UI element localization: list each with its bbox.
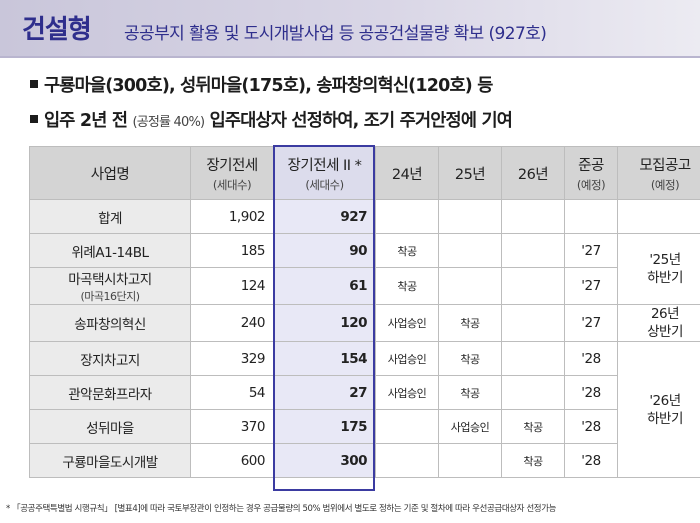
- header-completion: 준공 (예정): [564, 146, 618, 200]
- header-banner: 건설형 공공부지 활용 및 도시개발사업 등 공공건설물량 확보 (927호): [0, 0, 700, 58]
- square-bullet-icon: [30, 115, 38, 123]
- row-y25: 착공: [438, 375, 502, 410]
- table-row: 성뒤마을 370 175 사업승인 착공 '28: [29, 409, 700, 444]
- row-y24: 착공: [375, 233, 439, 268]
- row-y26: [501, 233, 565, 268]
- row-lease-b: 927: [273, 199, 376, 234]
- row-completion: '27: [564, 233, 618, 268]
- bullet-2-text-before: 입주 2년 전: [44, 111, 128, 131]
- row-completion: '27: [564, 267, 618, 305]
- recruit-group-1: '25년 하반기: [617, 233, 700, 305]
- row-y24: 사업승인: [375, 375, 439, 410]
- table-row: 마곡택시차고지 (마곡16단지) 124 61 착공 '27: [29, 267, 700, 305]
- row-y26: 착공: [501, 409, 565, 444]
- row-recruitment-empty: [617, 199, 700, 234]
- row-completion: '27: [564, 304, 618, 342]
- row-y26: [501, 199, 565, 234]
- row-lease-b: 175: [273, 409, 376, 444]
- row-y24: [375, 199, 439, 234]
- row-y26: [501, 304, 565, 342]
- square-bullet-icon: [30, 80, 38, 88]
- row-name: 성뒤마을: [29, 409, 191, 444]
- table-header-row: 사업명 장기전세 (세대수) 장기전세 II * (세대수) 24년 25년 26년…: [29, 146, 700, 200]
- row-y25: 착공: [438, 341, 502, 376]
- table-row: 관악문화프라자 54 27 사업승인 착공 '28: [29, 375, 700, 410]
- row-completion: [564, 199, 618, 234]
- row-y26: 착공: [501, 443, 565, 478]
- header-long-term-lease-2: 장기전세 II * (세대수): [273, 146, 376, 200]
- row-lease-a: 1,902: [190, 199, 274, 234]
- table-row: 송파창의혁신 240 120 사업승인 착공 '27 26년 상반기: [29, 304, 700, 342]
- bullet-2: 입주 2년 전 (공정률 40%) 입주대상자 선정하여, 조기 주거안정에 기…: [30, 107, 513, 132]
- header-year-26: 26년: [501, 146, 565, 200]
- row-completion: '28: [564, 443, 618, 478]
- row-y24: [375, 409, 439, 444]
- row-name: 관악문화프라자: [29, 375, 191, 410]
- bullet-1: 구룡마을(300호), 성뒤마을(175호), 송파창의혁신(120호) 등: [30, 72, 493, 97]
- row-y25: 사업승인: [438, 409, 502, 444]
- bullet-1-text: 구룡마을(300호), 성뒤마을(175호), 송파창의혁신(120호) 등: [44, 76, 493, 96]
- row-name: 위례A1-14BL: [29, 233, 191, 268]
- row-lease-b: 120: [273, 304, 376, 342]
- row-name: 구룡마을도시개발: [29, 443, 191, 478]
- row-y24: 사업승인: [375, 341, 439, 376]
- row-y25: [438, 233, 502, 268]
- row-completion: '28: [564, 341, 618, 376]
- header-project-name: 사업명: [29, 146, 191, 200]
- row-completion: '28: [564, 409, 618, 444]
- row-y25: [438, 443, 502, 478]
- row-lease-a: 240: [190, 304, 274, 342]
- header-long-term-lease: 장기전세 (세대수): [190, 146, 274, 200]
- row-y24: [375, 443, 439, 478]
- project-table: 사업명 장기전세 (세대수) 장기전세 II * (세대수) 24년 25년 26년…: [29, 146, 700, 478]
- footnote: * 「공공주택특별법 시행규칙」 [별표4]에 따라 국토부장관이 인정하는 경…: [6, 504, 557, 514]
- bullet-2-note: (공정률 40%): [132, 115, 205, 130]
- row-lease-a: 600: [190, 443, 274, 478]
- row-lease-a: 124: [190, 267, 274, 305]
- row-y26: [501, 267, 565, 305]
- row-completion: '28: [564, 375, 618, 410]
- row-lease-b: 61: [273, 267, 376, 305]
- table-row-total: 합계 1,902 927: [29, 199, 700, 234]
- row-y25: [438, 267, 502, 305]
- row-lease-a: 370: [190, 409, 274, 444]
- row-y24: 사업승인: [375, 304, 439, 342]
- row-lease-b: 154: [273, 341, 376, 376]
- row-lease-b: 300: [273, 443, 376, 478]
- table-row: 위례A1-14BL 185 90 착공 '27 '25년 하반기: [29, 233, 700, 305]
- row-y25: [438, 199, 502, 234]
- recruit-group-2: 26년 상반기: [617, 304, 700, 342]
- row-name: 장지차고지: [29, 341, 191, 376]
- table-row: 장지차고지 329 154 사업승인 착공 '28 '26년 하반기: [29, 341, 700, 478]
- row-y26: [501, 375, 565, 410]
- row-y24: 착공: [375, 267, 439, 305]
- table-row: 구룡마을도시개발 600 300 착공 '28: [29, 443, 700, 478]
- row-name: 합계: [29, 199, 191, 234]
- row-name: 마곡택시차고지 (마곡16단지): [29, 267, 191, 305]
- header-subtitle: 공공부지 활용 및 도시개발사업 등 공공건설물량 확보 (927호): [124, 24, 547, 44]
- bullet-2-text-after: 입주대상자 선정하여, 조기 주거안정에 기여: [209, 111, 513, 131]
- header-year-24: 24년: [375, 146, 439, 200]
- header-recruitment: 모집공고 (예정): [617, 146, 700, 200]
- row-y25: 착공: [438, 304, 502, 342]
- row-y26: [501, 341, 565, 376]
- recruit-group-3: '26년 하반기: [617, 341, 700, 478]
- row-lease-b: 27: [273, 375, 376, 410]
- row-lease-a: 329: [190, 341, 274, 376]
- row-lease-a: 54: [190, 375, 274, 410]
- header-title: 건설형: [22, 15, 92, 45]
- row-name-sub: (마곡16단지): [80, 290, 140, 303]
- row-lease-b: 90: [273, 233, 376, 268]
- row-lease-a: 185: [190, 233, 274, 268]
- row-name: 송파창의혁신: [29, 304, 191, 342]
- header-year-25: 25년: [438, 146, 502, 200]
